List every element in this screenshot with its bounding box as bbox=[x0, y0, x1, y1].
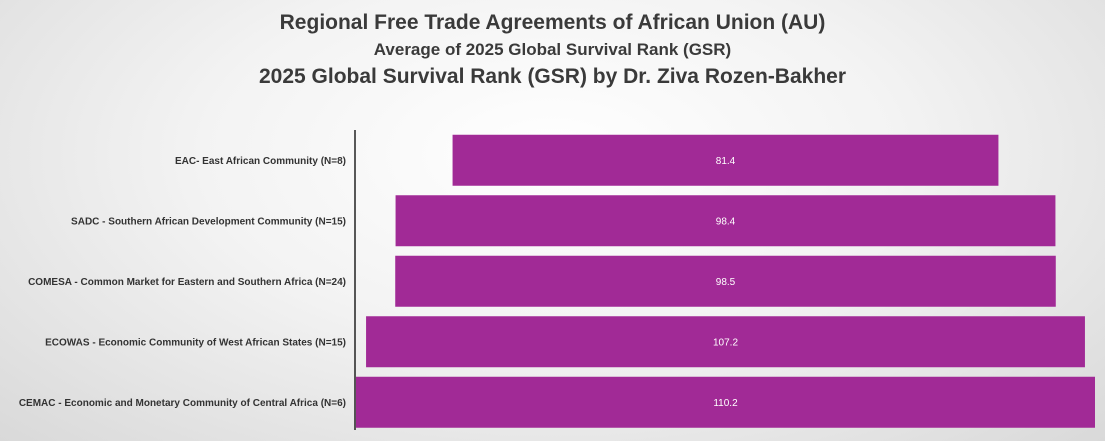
bar-3 bbox=[366, 316, 1085, 368]
bar-value-label-1: 98.4 bbox=[716, 216, 736, 227]
bar-2 bbox=[395, 255, 1056, 307]
chart-subtitle-2: 2025 Global Survival Rank (GSR) by Dr. Z… bbox=[258, 65, 847, 88]
category-label-2: COMESA - Common Market for Eastern and S… bbox=[28, 277, 346, 288]
chart-titles: Regional Free Trade Agreements of Africa… bbox=[0, 8, 1105, 92]
bar-value-label-2: 98.5 bbox=[716, 277, 736, 288]
category-label-1: SADC - Southern African Development Comm… bbox=[71, 216, 346, 227]
chart-title: Regional Free Trade Agreements of Africa… bbox=[279, 11, 826, 34]
chart-subtitle: Average of 2025 Global Survival Rank (GS… bbox=[373, 40, 732, 59]
bar-0 bbox=[452, 134, 999, 186]
category-label-0: EAC- East African Community (N=8) bbox=[175, 156, 346, 167]
bar-value-label-4: 110.2 bbox=[713, 398, 738, 409]
category-label-4: CEMAC - Economic and Monetary Community … bbox=[19, 398, 346, 409]
bar-value-label-0: 81.4 bbox=[716, 156, 736, 167]
category-label-3: ECOWAS - Economic Community of West Afri… bbox=[45, 337, 346, 348]
bar-4 bbox=[356, 376, 1095, 428]
bar-1 bbox=[395, 195, 1056, 247]
bar-value-label-3: 107.2 bbox=[713, 337, 738, 348]
